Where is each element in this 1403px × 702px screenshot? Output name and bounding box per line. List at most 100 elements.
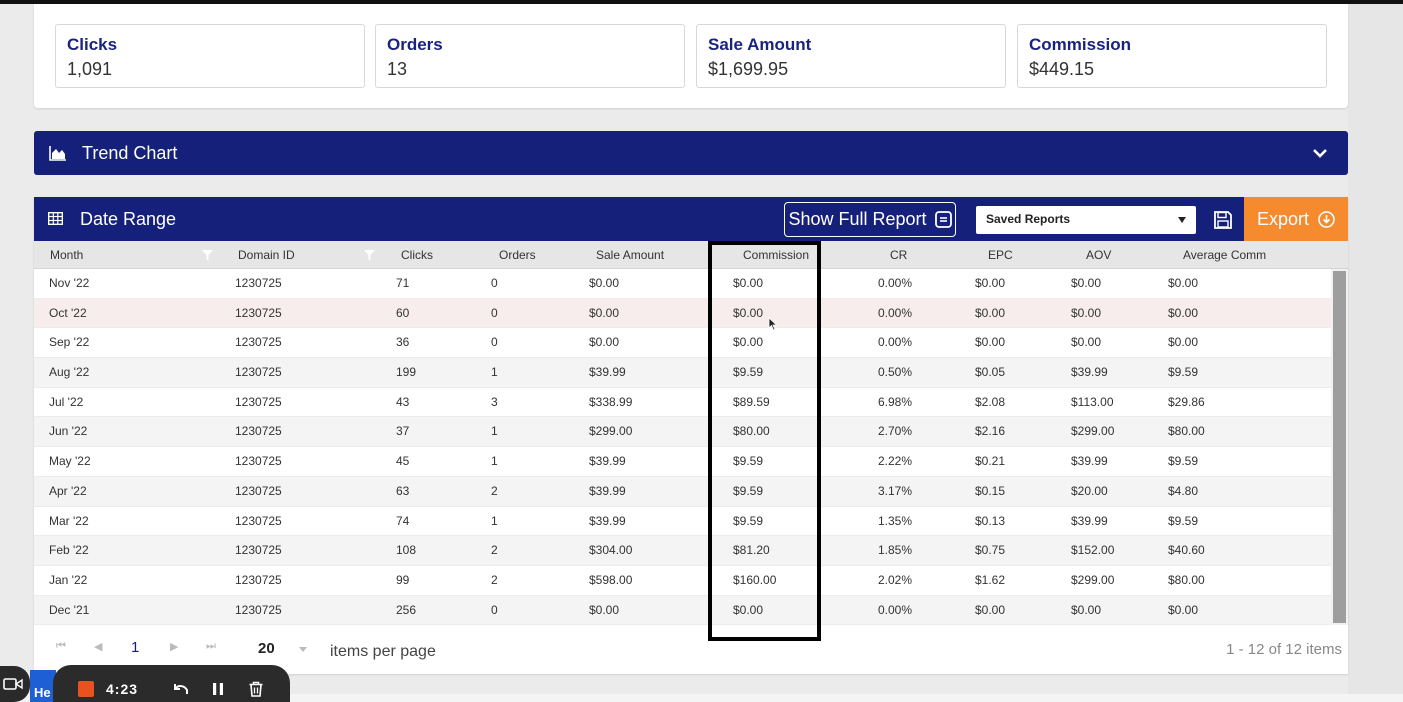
cell-domain-id: 1230725 xyxy=(235,305,282,320)
table-row[interactable]: Nov '22 1230725 71 0 $0.00 $0.00 0.00% $0.00 $0.… xyxy=(34,269,1331,299)
last-page-icon[interactable]: ⏭ xyxy=(206,640,216,652)
pager: ⏮ ◀ 1 ▶ ⏭ 20 items per page 1 - 12 of 12… xyxy=(34,625,1348,674)
cell-orders: 1 xyxy=(491,424,498,439)
cell-month: Feb '22 xyxy=(49,543,89,558)
area-chart-icon xyxy=(49,146,66,161)
saved-reports-label: Saved Reports xyxy=(986,212,1071,226)
chevron-down-icon[interactable] xyxy=(1312,147,1328,159)
camera-toggle[interactable] xyxy=(0,666,30,702)
dropdown-arrow-icon xyxy=(1178,217,1186,223)
table-row[interactable]: Jan '22 1230725 99 2 $598.00 $160.00 2.02% $1.6… xyxy=(34,565,1331,596)
cell-month: Oct '22 xyxy=(49,305,87,320)
cell-clicks: 45 xyxy=(396,454,410,469)
column-header-aov[interactable]: AOV xyxy=(1086,248,1112,262)
cell-clicks: 63 xyxy=(396,483,410,498)
table-header: Month Domain ID Clicks Orders Sale Amount Com… xyxy=(34,241,1348,269)
cell-domain-id: 1230725 xyxy=(235,365,282,380)
table-row[interactable]: Oct '22 1230725 60 0 $0.00 $0.00 0.00% $0.00 $0.… xyxy=(34,298,1331,329)
column-header-sale-amount[interactable]: Sale Amount xyxy=(596,248,665,262)
first-page-icon[interactable]: ⏮ xyxy=(56,640,66,652)
cell-domain-id: 1230725 xyxy=(235,276,282,290)
cell-orders: 3 xyxy=(491,394,498,409)
trend-chart-panel-header[interactable]: Trend Chart xyxy=(34,131,1348,175)
table-row[interactable]: Jun '22 1230725 37 1 $299.00 $80.00 2.70% $2.16… xyxy=(34,417,1331,448)
pause-icon[interactable] xyxy=(209,680,227,698)
table-row[interactable]: Mar '22 1230725 74 1 $39.99 $9.59 1.35% $0.13 $3… xyxy=(34,506,1331,537)
export-button[interactable]: Export xyxy=(1244,197,1348,241)
cell-average-comm: $4.80 xyxy=(1168,483,1199,498)
cell-epc: $0.05 xyxy=(975,365,1006,380)
cell-commission: $160.00 xyxy=(733,572,777,587)
cell-domain-id: 1230725 xyxy=(235,335,282,350)
cell-month: Mar '22 xyxy=(49,513,89,528)
cell-clicks: 43 xyxy=(396,394,410,409)
next-page-icon[interactable]: ▶ xyxy=(170,641,179,653)
table-row[interactable]: Sep '22 1230725 36 0 $0.00 $0.00 0.00% $0.00 $0.… xyxy=(34,328,1331,359)
cell-cr: 1.35% xyxy=(878,513,913,528)
table-row[interactable]: Dec '21 1230725 256 0 $0.00 $0.00 0.00% $0.00 $0… xyxy=(34,595,1331,626)
undo-icon[interactable] xyxy=(172,680,190,698)
cell-clicks: 199 xyxy=(396,365,417,380)
cell-cr: 1.85% xyxy=(878,543,913,558)
table-grid-icon xyxy=(48,212,63,225)
table-row[interactable]: May '22 1230725 45 1 $39.99 $9.59 2.22% $0.21 $3… xyxy=(34,447,1331,477)
cell-cr: 6.98% xyxy=(878,394,913,409)
top-border xyxy=(0,0,1403,4)
summary-card: Clicks 1,091 Orders 13 Sale Amount $1,69… xyxy=(34,4,1348,108)
recording-toolbar: 4:23 xyxy=(53,665,290,702)
table-row[interactable]: Apr '22 1230725 63 2 $39.99 $9.59 3.17% $0.15 $2… xyxy=(34,476,1331,507)
filter-icon[interactable] xyxy=(202,250,213,261)
column-header-epc[interactable]: EPC xyxy=(988,248,1013,262)
stat-label: Clicks xyxy=(67,35,118,54)
cell-epc: $0.00 xyxy=(975,305,1006,320)
table-body: Nov '22 1230725 71 0 $0.00 $0.00 0.00% $0.00 $0.… xyxy=(34,269,1331,626)
page-size-select[interactable]: 20 xyxy=(244,633,324,665)
saved-reports-select[interactable]: Saved Reports xyxy=(976,206,1196,234)
table-row[interactable]: Feb '22 1230725 108 2 $304.00 $81.20 1.85% $0.7… xyxy=(34,536,1331,566)
page-info: 1 - 12 of 12 items xyxy=(1226,641,1342,658)
cell-epc: $0.21 xyxy=(975,454,1006,469)
prev-page-icon[interactable]: ◀ xyxy=(94,641,103,653)
trash-icon[interactable] xyxy=(247,680,265,698)
cell-domain-id: 1230725 xyxy=(235,454,282,469)
table-row[interactable]: Aug '22 1230725 199 1 $39.99 $9.59 0.50% $0.05 $… xyxy=(34,358,1331,388)
cell-epc: $0.00 xyxy=(975,276,1006,290)
scrollbar-thumb[interactable] xyxy=(1333,271,1346,623)
cell-clicks: 60 xyxy=(396,305,410,320)
cell-clicks: 37 xyxy=(396,424,410,439)
page-size-value: 20 xyxy=(258,640,275,657)
save-icon[interactable] xyxy=(1212,209,1234,231)
filter-icon[interactable] xyxy=(364,250,375,261)
cell-aov: $20.00 xyxy=(1071,483,1108,498)
current-page[interactable]: 1 xyxy=(131,639,140,656)
cell-average-comm: $0.00 xyxy=(1168,305,1199,320)
cell-aov: $0.00 xyxy=(1071,276,1102,290)
table-row[interactable]: Jul '22 1230725 43 3 $338.99 $89.59 6.98% $2.08… xyxy=(34,387,1331,418)
show-full-report-button[interactable]: Show Full Report xyxy=(784,202,956,237)
column-header-average-comm[interactable]: Average Comm xyxy=(1183,248,1267,262)
column-header-domain-id[interactable]: Domain ID xyxy=(238,248,295,262)
cell-sale-amount: $299.00 xyxy=(589,424,633,439)
stat-orders: Orders 13 xyxy=(375,24,685,88)
cell-commission: $9.59 xyxy=(733,483,764,498)
cell-orders: 1 xyxy=(491,365,498,380)
stop-recording-button[interactable] xyxy=(78,681,94,697)
help-tab[interactable]: He xyxy=(30,670,56,702)
cell-sale-amount: $0.00 xyxy=(589,335,620,350)
column-header-orders[interactable]: Orders xyxy=(499,248,536,262)
stat-value: $1,699.95 xyxy=(708,59,789,79)
stat-value: 13 xyxy=(387,59,408,79)
cell-sale-amount: $338.99 xyxy=(589,394,633,409)
cell-clicks: 71 xyxy=(396,276,410,290)
cell-orders: 0 xyxy=(491,305,498,320)
stat-clicks: Clicks 1,091 xyxy=(55,24,365,88)
cell-domain-id: 1230725 xyxy=(235,394,282,409)
cell-sale-amount: $0.00 xyxy=(589,276,620,290)
column-header-commission[interactable]: Commission xyxy=(743,248,810,262)
column-header-clicks[interactable]: Clicks xyxy=(401,248,433,262)
cell-cr: 0.00% xyxy=(878,335,913,350)
vertical-scrollbar[interactable] xyxy=(1331,269,1348,625)
column-header-month[interactable]: Month xyxy=(50,248,84,262)
column-header-cr[interactable]: CR xyxy=(890,248,908,262)
stat-value: 1,091 xyxy=(67,59,113,79)
